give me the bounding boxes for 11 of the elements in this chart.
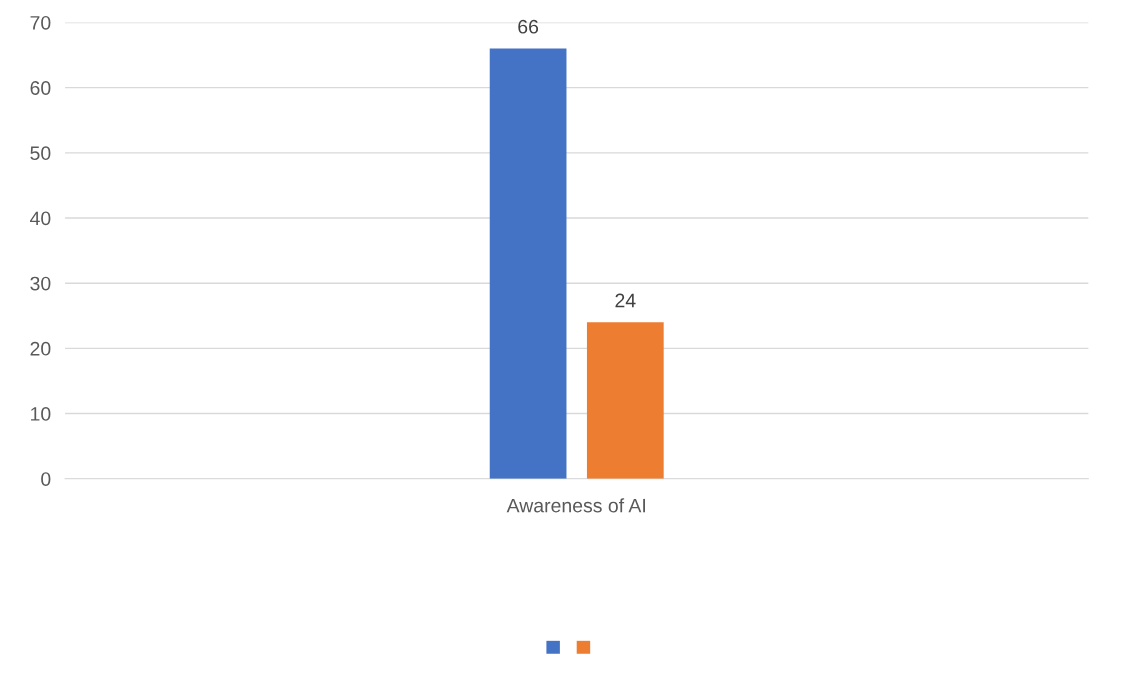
data-label: 24: [615, 293, 636, 308]
y-tick-label: 10: [31, 407, 51, 421]
y-tick-label: 60: [30, 81, 51, 95]
data-label: 66: [518, 19, 539, 34]
y-tick-label: 30: [30, 276, 51, 291]
y-tick-label: 50: [30, 146, 51, 161]
y-tick-label: 40: [30, 211, 51, 226]
y-tick-label: 0: [41, 472, 51, 486]
y-tick-label: 70: [30, 15, 51, 30]
x-tick-label: Awareness of AI: [506, 498, 645, 513]
y-tick-label: 20: [30, 341, 51, 356]
